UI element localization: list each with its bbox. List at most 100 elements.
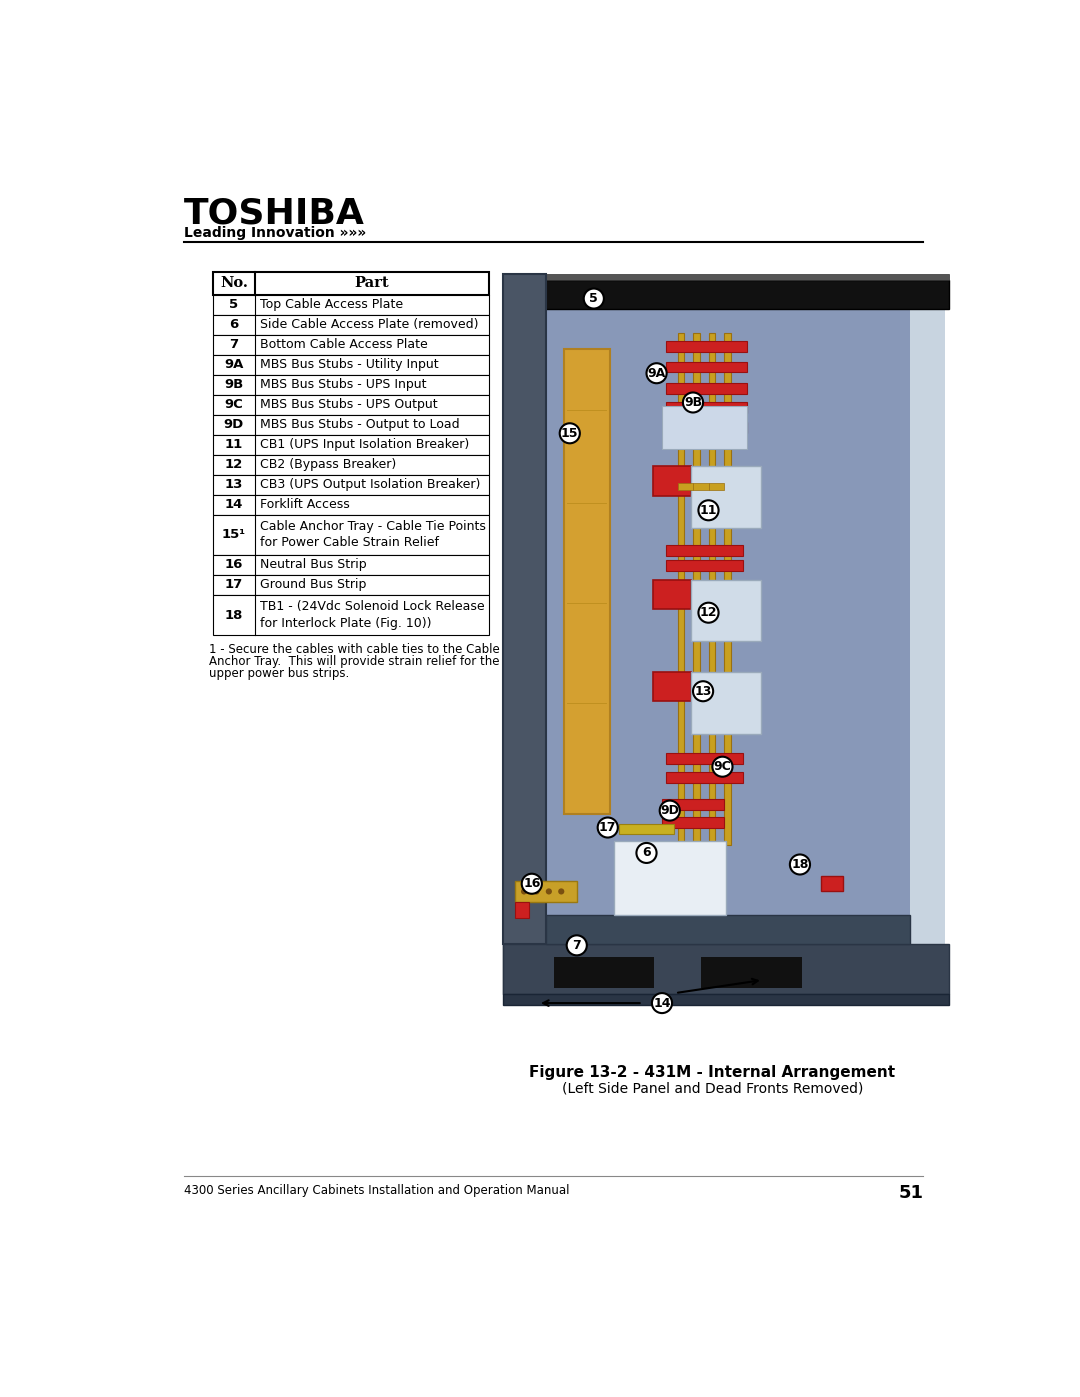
Text: 9D: 9D: [660, 805, 679, 817]
Bar: [515, 880, 577, 902]
Bar: [666, 402, 747, 414]
Text: 16: 16: [225, 559, 243, 571]
Bar: [821, 876, 842, 891]
Text: TB1 - (24Vdc Solenoid Lock Release: TB1 - (24Vdc Solenoid Lock Release: [260, 601, 485, 613]
Circle shape: [713, 757, 732, 777]
Text: MBS Bus Stubs - Utility Input: MBS Bus Stubs - Utility Input: [260, 358, 438, 372]
Bar: [666, 362, 747, 373]
Text: 7: 7: [229, 338, 239, 351]
Bar: [708, 483, 724, 489]
Bar: [693, 334, 700, 845]
Circle shape: [647, 363, 666, 383]
Circle shape: [636, 842, 657, 863]
Text: 15¹: 15¹: [221, 528, 246, 542]
Text: 6: 6: [229, 319, 239, 331]
Circle shape: [660, 800, 679, 820]
Bar: [503, 944, 545, 993]
Bar: [619, 824, 674, 834]
Text: 9B: 9B: [225, 379, 243, 391]
Bar: [213, 295, 489, 314]
Text: Cable Anchor Tray - Cable Tie Points: Cable Anchor Tray - Cable Tie Points: [260, 521, 486, 534]
Text: MBS Bus Stubs - Output to Load: MBS Bus Stubs - Output to Load: [260, 418, 459, 432]
Bar: [666, 545, 743, 556]
Text: CB1 (UPS Input Isolation Breaker): CB1 (UPS Input Isolation Breaker): [260, 439, 469, 451]
Text: for Interlock Plate (Fig. 10)): for Interlock Plate (Fig. 10)): [260, 616, 431, 630]
Bar: [677, 483, 693, 489]
Bar: [213, 455, 489, 475]
Circle shape: [597, 817, 618, 838]
Circle shape: [534, 888, 540, 894]
Bar: [213, 335, 489, 355]
Bar: [724, 334, 731, 845]
Bar: [666, 773, 743, 782]
Bar: [691, 467, 761, 528]
Bar: [213, 314, 489, 335]
Circle shape: [522, 873, 542, 894]
Bar: [503, 274, 545, 944]
Text: Top Cable Access Plate: Top Cable Access Plate: [260, 298, 403, 312]
Bar: [666, 341, 747, 352]
Text: 14: 14: [653, 996, 671, 1010]
Circle shape: [545, 888, 552, 894]
Bar: [213, 395, 489, 415]
Circle shape: [699, 500, 718, 520]
Text: 12: 12: [700, 606, 717, 619]
Bar: [666, 422, 747, 433]
Text: 9A: 9A: [225, 358, 243, 372]
Text: 18: 18: [225, 609, 243, 622]
Bar: [613, 841, 727, 915]
Bar: [666, 383, 747, 394]
Text: 17: 17: [225, 578, 243, 591]
Text: upper power bus strips.: upper power bus strips.: [208, 668, 349, 680]
Bar: [662, 407, 747, 448]
Text: 13: 13: [694, 685, 712, 697]
Bar: [677, 334, 685, 845]
Text: Neutral Bus Strip: Neutral Bus Strip: [260, 559, 366, 571]
Bar: [213, 271, 489, 295]
Bar: [545, 309, 910, 944]
Bar: [515, 902, 529, 918]
Text: 5: 5: [229, 298, 239, 312]
Bar: [652, 580, 691, 609]
Bar: [554, 957, 654, 988]
Polygon shape: [503, 944, 948, 993]
Text: 7: 7: [572, 939, 581, 951]
Text: 9D: 9D: [224, 418, 244, 432]
Circle shape: [559, 423, 580, 443]
Bar: [708, 334, 715, 845]
Circle shape: [521, 888, 527, 894]
Text: TOSHIBA: TOSHIBA: [184, 197, 365, 231]
Bar: [213, 374, 489, 395]
Text: 4300 Series Ancillary Cabinets Installation and Operation Manual: 4300 Series Ancillary Cabinets Installat…: [184, 1185, 569, 1197]
Bar: [213, 495, 489, 515]
Bar: [652, 672, 691, 701]
Text: 9C: 9C: [225, 398, 243, 411]
Text: Ground Bus Strip: Ground Bus Strip: [260, 578, 366, 591]
Bar: [662, 817, 724, 827]
Text: Figure 13-2 - 431M - Internal Arrangement: Figure 13-2 - 431M - Internal Arrangemen…: [529, 1065, 895, 1080]
Bar: [503, 993, 948, 1006]
Bar: [545, 915, 910, 944]
Bar: [213, 515, 489, 555]
Bar: [564, 349, 610, 814]
Circle shape: [683, 393, 703, 412]
Circle shape: [693, 682, 713, 701]
Circle shape: [699, 602, 718, 623]
Polygon shape: [503, 279, 948, 309]
Text: 5: 5: [590, 292, 598, 305]
Bar: [666, 753, 743, 764]
Bar: [213, 475, 489, 495]
Bar: [213, 595, 489, 636]
Bar: [691, 672, 761, 733]
Bar: [691, 580, 761, 641]
Text: 18: 18: [792, 858, 809, 870]
Bar: [213, 576, 489, 595]
Text: Forklift Access: Forklift Access: [260, 499, 350, 511]
Text: Leading Innovation »»»: Leading Innovation »»»: [184, 226, 366, 240]
Circle shape: [652, 993, 672, 1013]
Text: 14: 14: [225, 499, 243, 511]
Bar: [213, 434, 489, 455]
Text: for Power Cable Strain Relief: for Power Cable Strain Relief: [260, 536, 438, 549]
Bar: [666, 560, 743, 571]
Text: 51: 51: [899, 1185, 923, 1201]
